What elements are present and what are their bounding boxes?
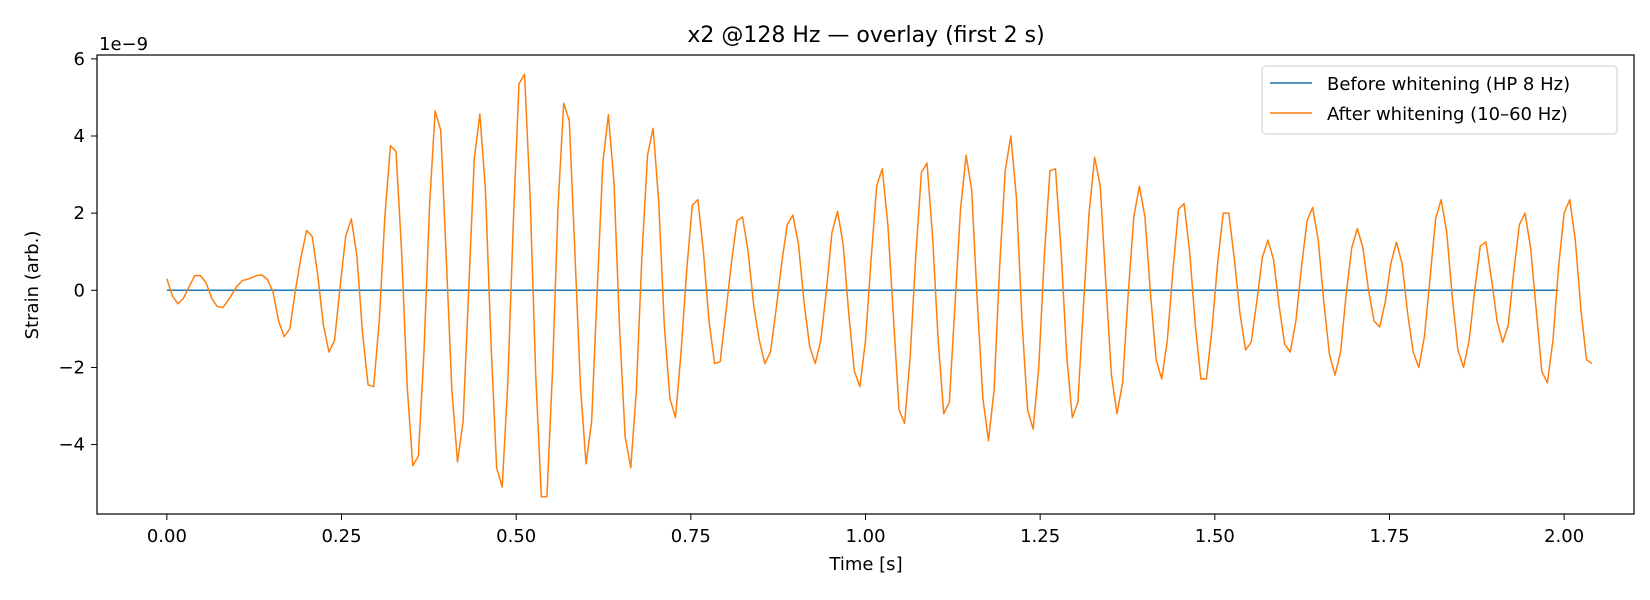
legend-label-after-whitening: After whitening (10–60 Hz) [1327,104,1568,125]
legend-box [1261,65,1618,135]
series-line-after-whitening [166,73,1593,498]
legend-label-before-whitening: Before whitening (HP 8 Hz) [1327,74,1570,95]
x-axis-label: Time [s] [828,554,902,575]
x-tick-label: 0.50 [496,526,536,547]
y-axis-ticks: −4 −2 0 2 4 6 [58,49,97,456]
y-tick-label: 2 [74,203,85,224]
legend: Before whitening (HP 8 Hz) After whiteni… [1261,65,1618,135]
y-tick-label: −4 [58,435,85,456]
x-tick-label: 0.75 [671,526,711,547]
x-axis-ticks: 0.00 0.25 0.50 0.75 1.00 1.25 1.50 1.75 2.00 [147,514,1584,547]
y-tick-label: 6 [74,49,85,70]
x-tick-label: 1.25 [1020,526,1060,547]
x-tick-label: 0.25 [321,526,361,547]
y-tick-label: 4 [74,126,85,147]
x-tick-label: 1.50 [1195,526,1235,547]
x-tick-label: 2.00 [1544,526,1584,547]
y-scale-label: 1e−9 [99,34,148,55]
y-tick-label: −2 [58,357,85,378]
series-layer [166,73,1593,498]
x-tick-label: 1.00 [845,526,885,547]
y-axis-label: Strain (arb.) [22,231,43,340]
x-tick-label: 1.75 [1369,526,1409,547]
chart-title: x2 @128 Hz — overlay (first 2 s) [687,23,1044,48]
x-tick-label: 0.00 [147,526,187,547]
y-tick-label: 0 [74,280,85,301]
